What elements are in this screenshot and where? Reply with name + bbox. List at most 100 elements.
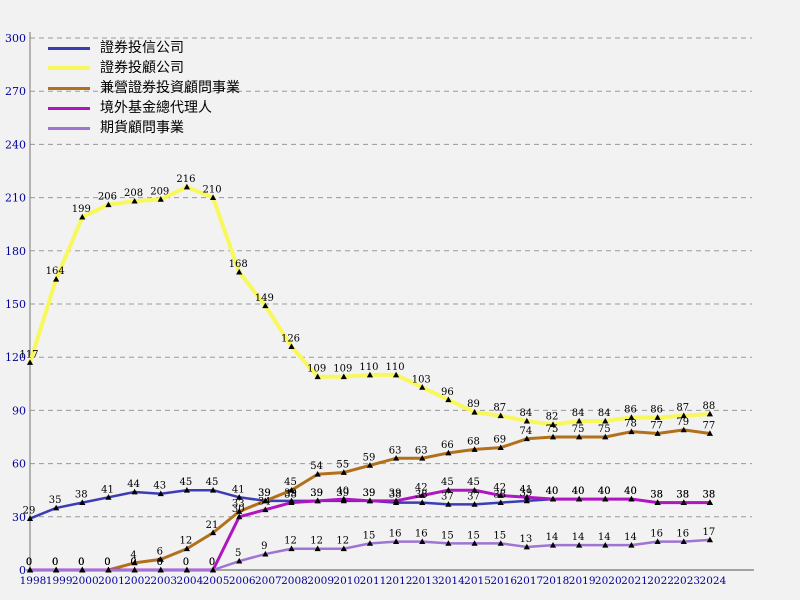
x-tick-label: 2011	[360, 575, 387, 587]
data-marker	[628, 541, 635, 548]
data-label: 75	[598, 424, 611, 435]
data-label: 42	[415, 483, 428, 494]
data-marker	[157, 556, 164, 562]
data-label: 0	[157, 557, 163, 568]
data-label: 16	[389, 529, 402, 540]
legend-swatch	[48, 66, 90, 70]
data-label: 110	[359, 362, 378, 373]
data-label: 89	[467, 399, 480, 410]
data-label: 84	[598, 408, 611, 419]
data-label: 40	[598, 486, 611, 497]
data-marker	[576, 433, 583, 440]
data-label: 38	[703, 490, 716, 501]
data-marker	[314, 545, 321, 552]
data-label: 86	[624, 404, 637, 415]
data-label: 38	[650, 490, 663, 501]
data-label: 0	[26, 557, 32, 568]
data-label: 87	[493, 403, 506, 414]
data-marker	[549, 541, 557, 548]
y-tick-label: 300	[5, 32, 26, 45]
y-tick-label: 270	[5, 85, 26, 98]
data-label: 15	[363, 530, 376, 541]
data-label: 17	[703, 527, 716, 538]
y-tick-label: 120	[5, 351, 26, 364]
data-label: 38	[493, 490, 506, 501]
data-marker	[497, 540, 504, 546]
data-label: 38	[284, 490, 297, 501]
data-label: 43	[153, 481, 166, 492]
data-marker	[236, 494, 243, 500]
legend-swatch	[48, 46, 90, 50]
legend-item: 證券投信公司	[48, 38, 240, 58]
legend-label: 證券投信公司	[100, 40, 184, 56]
data-label: 39	[284, 488, 297, 499]
data-label: 12	[284, 536, 297, 547]
data-marker	[366, 462, 374, 468]
legend-label: 境外基金總代理人	[100, 100, 212, 116]
data-marker	[26, 566, 34, 573]
data-marker	[131, 488, 138, 495]
legend-item: 期貨顧問事業	[48, 118, 240, 138]
data-marker	[288, 545, 295, 552]
data-marker	[471, 540, 478, 546]
data-label: 45	[206, 477, 219, 488]
data-marker	[262, 506, 269, 513]
data-marker	[706, 430, 713, 436]
data-label: 0	[209, 557, 215, 568]
data-label: 82	[546, 412, 559, 423]
data-marker	[183, 566, 190, 573]
data-marker	[340, 373, 347, 380]
data-label: 0	[26, 557, 32, 568]
data-label: 38	[75, 490, 88, 501]
data-label: 13	[519, 534, 532, 545]
data-marker	[706, 499, 713, 506]
data-label: 168	[229, 259, 248, 270]
data-marker	[523, 494, 530, 500]
data-label: 38	[389, 490, 402, 501]
y-tick-label: 240	[5, 138, 26, 151]
data-label: 54	[310, 461, 323, 472]
y-tick-label: 210	[5, 192, 26, 205]
x-tick-label: 2017	[516, 575, 543, 587]
data-label: 15	[493, 530, 506, 541]
data-marker	[497, 444, 504, 451]
data-marker	[53, 566, 60, 573]
data-marker	[314, 471, 321, 477]
data-marker	[680, 538, 687, 545]
data-label: 39	[389, 488, 402, 499]
data-marker	[209, 487, 217, 493]
data-label: 40	[598, 486, 611, 497]
data-label: 0	[104, 557, 110, 568]
data-label: 16	[676, 529, 689, 540]
legend-item: 證券投顧公司	[48, 58, 240, 78]
data-label: 40	[546, 486, 559, 497]
data-marker	[497, 492, 504, 498]
data-label: 208	[124, 188, 143, 199]
x-tick-label: 2018	[543, 575, 570, 587]
data-label: 0	[26, 557, 32, 568]
data-label: 39	[310, 488, 323, 499]
data-marker	[471, 501, 478, 507]
data-marker	[314, 373, 321, 380]
x-tick-label: 2008	[281, 575, 308, 587]
data-marker	[523, 543, 530, 550]
data-label: 39	[519, 488, 532, 499]
data-marker	[53, 275, 60, 282]
data-marker	[497, 499, 504, 506]
data-marker	[105, 566, 112, 573]
legend-item: 境外基金總代理人	[48, 98, 240, 118]
data-label: 16	[650, 529, 663, 540]
x-tick-label: 2022	[647, 575, 674, 587]
data-marker	[209, 194, 217, 200]
data-label: 0	[183, 557, 189, 568]
data-marker	[366, 497, 374, 504]
data-marker	[445, 487, 452, 493]
data-label: 5	[235, 548, 241, 559]
data-marker	[393, 455, 400, 461]
x-tick-label: 2000	[72, 575, 99, 587]
y-tick-label: 30	[12, 511, 26, 524]
data-marker	[183, 183, 190, 190]
data-marker	[419, 455, 426, 461]
data-marker	[576, 495, 583, 502]
